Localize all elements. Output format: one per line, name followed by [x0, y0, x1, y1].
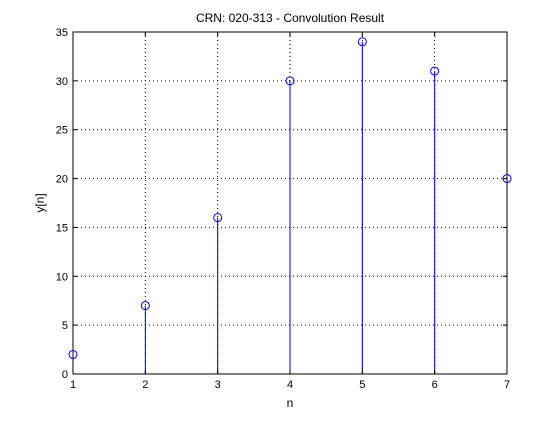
y-tick-label: 25 — [56, 125, 68, 137]
y-tick-label: 20 — [56, 174, 68, 186]
x-tick-label: 4 — [287, 379, 293, 391]
y-tick-label: 10 — [56, 271, 68, 283]
y-tick-label: 15 — [56, 222, 68, 234]
stem-marker — [213, 213, 223, 223]
x-tick-label: 2 — [142, 379, 148, 391]
y-tick-label: 35 — [56, 27, 68, 39]
stem-marker — [357, 37, 367, 47]
y-tick-labels: 0 5 10 15 20 25 30 35 — [56, 27, 68, 381]
y-tick-label: 5 — [62, 320, 68, 332]
ticks — [72, 31, 508, 375]
x-tick-label: 3 — [215, 379, 221, 391]
markers — [68, 37, 512, 359]
x-tick-labels: 1 2 3 4 5 6 7 — [70, 379, 510, 391]
x-axis-label: n — [287, 396, 294, 410]
x-tick-label: 5 — [359, 379, 365, 391]
stem-marker — [502, 174, 512, 184]
chart-title: CRN: 020-313 - Convolution Result — [196, 11, 385, 25]
y-axis-label: y[n] — [33, 193, 47, 212]
x-tick-label: 6 — [432, 379, 438, 391]
stem-marker — [285, 76, 295, 86]
x-tick-label: 7 — [504, 379, 510, 391]
stem-marker — [68, 349, 78, 359]
stem-marker — [140, 301, 150, 311]
x-tick-label: 1 — [70, 379, 76, 391]
y-tick-label: 0 — [62, 369, 68, 381]
stem-marker — [430, 66, 440, 76]
y-tick-label: 30 — [56, 76, 68, 88]
